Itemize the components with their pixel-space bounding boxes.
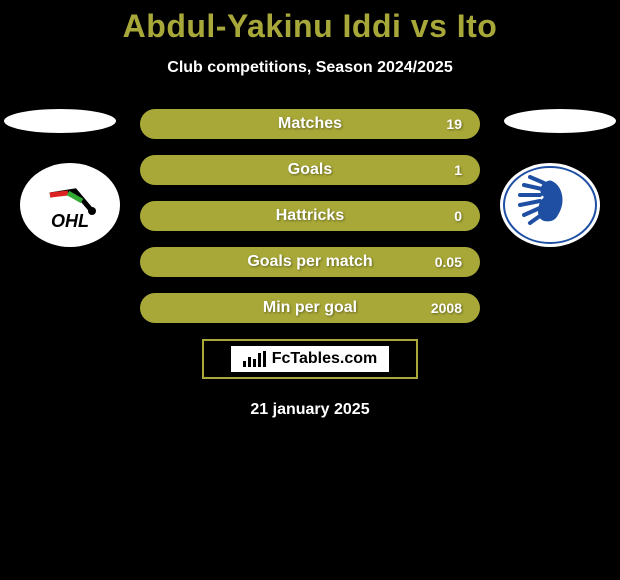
stat-row: Hattricks0 <box>140 201 480 231</box>
stat-right-value: 2008 <box>431 300 462 316</box>
stat-label: Goals per match <box>140 253 480 271</box>
fctables-label: FcTables.com <box>272 350 378 368</box>
team-right-logo <box>500 163 600 247</box>
stat-row: Min per goal2008 <box>140 293 480 323</box>
stat-right-value: 0 <box>454 208 462 224</box>
bar-chart-icon <box>243 351 266 367</box>
team-left-logo: OHL <box>20 163 120 247</box>
stat-row: Goals per match0.05 <box>140 247 480 277</box>
stat-row: Goals1 <box>140 155 480 185</box>
svg-text:OHL: OHL <box>51 211 89 231</box>
stat-right-value: 19 <box>446 116 462 132</box>
stats-list: Matches19 Goals1 Hattricks0 Goals per match… <box>140 109 480 323</box>
season-subtitle: Club competitions, Season 2024/2025 <box>0 59 620 77</box>
stat-label: Goals <box>140 161 480 179</box>
player-right-ellipse <box>504 109 616 133</box>
stat-right-value: 0.05 <box>435 254 462 270</box>
stat-label: Min per goal <box>140 299 480 317</box>
stat-right-value: 1 <box>454 162 462 178</box>
fctables-badge: FcTables.com <box>202 339 418 379</box>
stat-label: Hattricks <box>140 207 480 225</box>
stat-label: Matches <box>140 115 480 133</box>
player-left-ellipse <box>4 109 116 133</box>
stats-container: OHL Matches19 Goals1 Hattricks0 Goals per m… <box>0 109 620 419</box>
comparison-date: 21 january 2025 <box>0 401 620 419</box>
stat-row: Matches19 <box>140 109 480 139</box>
comparison-title: Abdul-Yakinu Iddi vs Ito <box>0 0 620 45</box>
